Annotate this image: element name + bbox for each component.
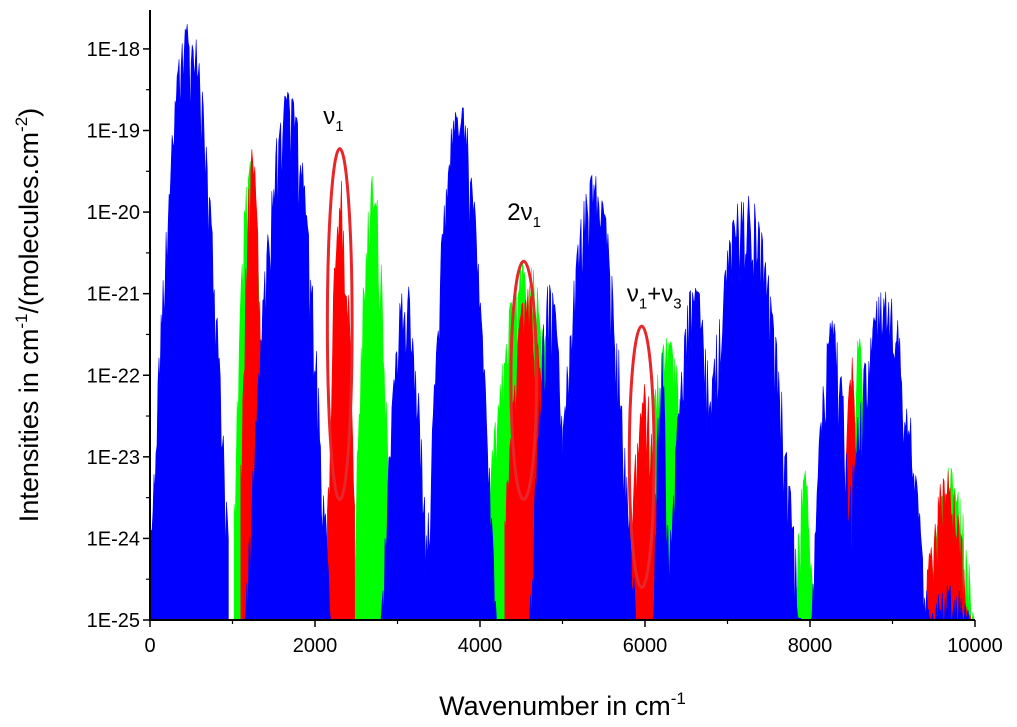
y-axis-title-sup: -2: [12, 117, 31, 132]
series-2-band-0: [149, 24, 229, 621]
x-tick-label: 2000: [293, 635, 338, 657]
y-tick-label: 1E-18: [87, 39, 140, 61]
x-axis-title-sup: -1: [671, 689, 686, 708]
x-axis-title: Wavenumber in cm-1: [439, 689, 686, 721]
annotation-ellipse-0: [325, 147, 354, 501]
series-0-band-4: [793, 470, 815, 621]
series-2: [149, 24, 975, 621]
x-tick-label: 10000: [947, 635, 1003, 657]
series-2-band-3: [422, 107, 497, 621]
annotation-symbol-2: +ν: [647, 281, 673, 308]
x-axis-title-main: Wavenumber in cm: [439, 691, 671, 721]
y-tick-label: 1E-24: [87, 528, 140, 550]
y-axis-title: Intensities in cm-1/(molecules.cm-2): [12, 108, 44, 522]
series-2-band-8: [689, 195, 803, 621]
y-tick-label: 1E-20: [87, 202, 140, 224]
series-2-band-10: [838, 291, 930, 621]
series-2-band-1: [244, 91, 332, 621]
annotation-subscript: 1: [639, 296, 647, 313]
y-axis-title-part: /(molecules.cm: [14, 132, 44, 314]
y-tick-label: 1E-19: [87, 121, 140, 143]
y-tick-label: 1E-21: [87, 284, 140, 306]
annotation-subscript-2: 3: [673, 296, 681, 313]
y-tick-label: 1E-23: [87, 447, 140, 469]
series-1-band-5: [921, 471, 972, 621]
series-2-band-6: [652, 352, 671, 621]
plot-area: [149, 24, 975, 621]
annotation-symbol: 2ν: [507, 199, 532, 226]
series-2-band-2: [380, 286, 431, 621]
y-tick-label: 1E-22: [87, 365, 140, 387]
series-0-band-1: [351, 175, 394, 621]
y-axis-title-part: Intensities in cm: [14, 329, 44, 523]
x-tick-label: 6000: [623, 635, 668, 657]
y-axis-title-sup: -1: [12, 313, 31, 328]
y-axis-title-part: ): [14, 108, 44, 117]
x-tick-label: 8000: [788, 635, 833, 657]
annotation-subscript: 1: [335, 118, 343, 135]
y-tick-label: 1E-25: [87, 610, 140, 632]
annotation-label-1: 2ν1: [507, 199, 541, 231]
series-2-band-5: [550, 174, 637, 621]
annotation-ellipse-1: [509, 259, 539, 501]
axes: 0 2000 4000 6000 8000 10000 1E-25 1E-24 1E-23 1E-…: [87, 10, 1003, 657]
annotation-label-0: ν1: [323, 103, 343, 135]
x-tick-label: 4000: [458, 635, 503, 657]
annotation-label-2: ν1+ν3: [627, 281, 682, 313]
x-tick-label: 0: [144, 635, 155, 657]
annotation-subscript: 1: [533, 214, 541, 231]
annotation-symbol: ν: [323, 103, 335, 130]
annotation-ellipse-2: [627, 324, 656, 590]
annotation-symbol: ν: [627, 281, 639, 308]
